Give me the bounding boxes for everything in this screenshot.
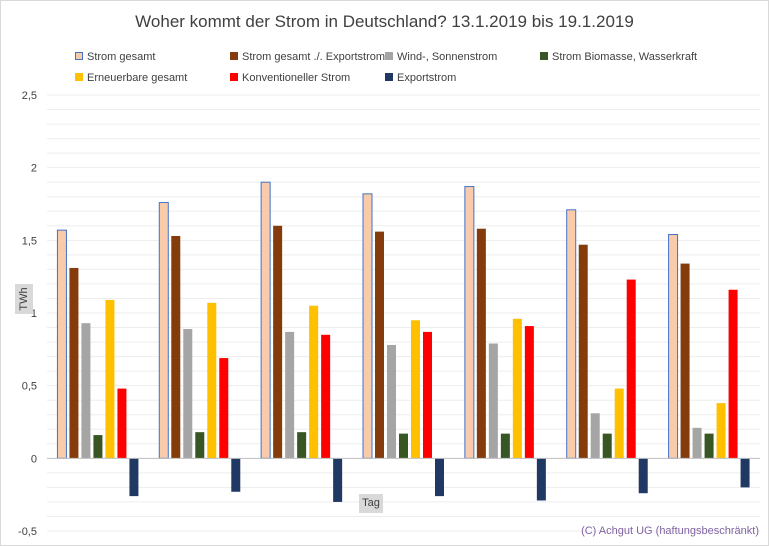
bar-1-6 xyxy=(680,263,690,459)
x-axis-label: Tag xyxy=(359,494,383,513)
chart-title: Woher kommt der Strom in Deutschland? 13… xyxy=(135,12,634,31)
legend-item-erneuerbare-gesamt: Erneuerbare gesamt xyxy=(75,71,187,85)
bar-0-5 xyxy=(566,209,577,459)
legend-swatch xyxy=(75,73,83,81)
bar-4-1 xyxy=(207,302,217,459)
bar-2-4 xyxy=(488,343,498,459)
bar-1-4 xyxy=(476,228,486,459)
bar-1-1 xyxy=(171,235,181,459)
legend-item-strom-gesamt: Strom gesamt xyxy=(75,50,155,64)
bar-4-3 xyxy=(411,320,420,459)
bar-5-3 xyxy=(423,331,432,459)
y-tick-label: 0 xyxy=(31,453,37,465)
legend-swatch xyxy=(230,52,238,60)
bar-6-3 xyxy=(435,458,444,497)
y-tick-label: 2 xyxy=(31,163,37,175)
bar-1-2 xyxy=(273,225,283,459)
bar-6-6 xyxy=(740,458,750,488)
bar-6-2 xyxy=(333,458,343,502)
bar-6-1 xyxy=(231,458,241,492)
bar-2-5 xyxy=(590,413,600,459)
bar-5-0 xyxy=(117,388,127,459)
bar-0-1 xyxy=(158,202,169,459)
bar-6-4 xyxy=(536,458,546,501)
legend-item-biomasse-wasserkraft: Strom Biomasse, Wasserkraft xyxy=(540,50,697,64)
legend-label: Strom Biomasse, Wasserkraft xyxy=(552,51,698,63)
bar-4-2 xyxy=(309,305,319,459)
legend-swatch xyxy=(385,73,393,81)
y-tick-label: -0,5 xyxy=(18,526,37,538)
bar-3-1 xyxy=(195,432,205,459)
bar-5-1 xyxy=(219,358,229,459)
legend-label: Wind-, Sonnenstrom xyxy=(397,51,498,63)
bar-2-3 xyxy=(387,344,396,459)
legend-label: Strom gesamt ./. Exportstrom xyxy=(242,51,386,63)
bar-1-5 xyxy=(578,244,588,459)
legend-swatch xyxy=(385,52,393,60)
y-tick-label: 2,5 xyxy=(22,90,37,102)
bar-2-2 xyxy=(285,331,295,459)
legend-label: Strom gesamt xyxy=(87,51,156,63)
bar-4-6 xyxy=(716,403,726,459)
copyright-note: (C) Achgut UG (haftungsbeschränkt) xyxy=(581,525,759,537)
legend-swatch xyxy=(230,73,238,81)
y-tick-label: 0,5 xyxy=(22,381,37,393)
bar-5-5 xyxy=(626,279,636,459)
bar-0-3 xyxy=(362,193,373,459)
legend-label: Erneuerbare gesamt xyxy=(87,72,188,84)
bar-0-4 xyxy=(464,186,475,459)
bar-6-0 xyxy=(129,458,139,497)
legend-swatch xyxy=(75,52,83,60)
bar-1-0 xyxy=(69,267,79,459)
bar-3-3 xyxy=(399,433,408,459)
y-axis-label: TWh xyxy=(15,284,33,314)
legend-item-konventioneller-strom: Konventioneller Strom xyxy=(230,71,350,85)
bar-3-5 xyxy=(602,433,612,459)
bar-4-0 xyxy=(105,299,115,459)
legend-label: Konventioneller Strom xyxy=(242,72,351,84)
bar-0-2 xyxy=(260,181,271,459)
y-tick-label: 1 xyxy=(31,308,37,320)
bar-3-2 xyxy=(297,432,307,459)
bar-0-0 xyxy=(56,229,67,459)
legend-item-wind-sonnenstrom: Wind-, Sonnenstrom xyxy=(385,50,497,64)
bar-2-1 xyxy=(183,328,193,459)
bar-5-4 xyxy=(524,326,534,459)
y-tick-label: 1,5 xyxy=(22,235,37,247)
bar-5-2 xyxy=(321,334,331,459)
legend-label: Exportstrom xyxy=(397,72,457,84)
bar-2-6 xyxy=(692,427,702,459)
bar-6-5 xyxy=(638,458,648,494)
bar-4-5 xyxy=(614,388,624,459)
bar-4-4 xyxy=(512,318,522,459)
legend-swatch xyxy=(540,52,548,60)
bar-3-0 xyxy=(93,435,103,459)
bar-2-0 xyxy=(81,323,91,459)
bar-3-6 xyxy=(704,433,714,459)
bar-0-6 xyxy=(668,234,679,459)
bar-3-4 xyxy=(500,433,510,459)
bar-1-3 xyxy=(375,231,384,459)
bar-5-6 xyxy=(728,289,738,459)
legend-item-strom-gesamt-export: Strom gesamt ./. Exportstrom xyxy=(230,50,385,64)
legend-item-exportstrom: Exportstrom xyxy=(385,71,456,85)
